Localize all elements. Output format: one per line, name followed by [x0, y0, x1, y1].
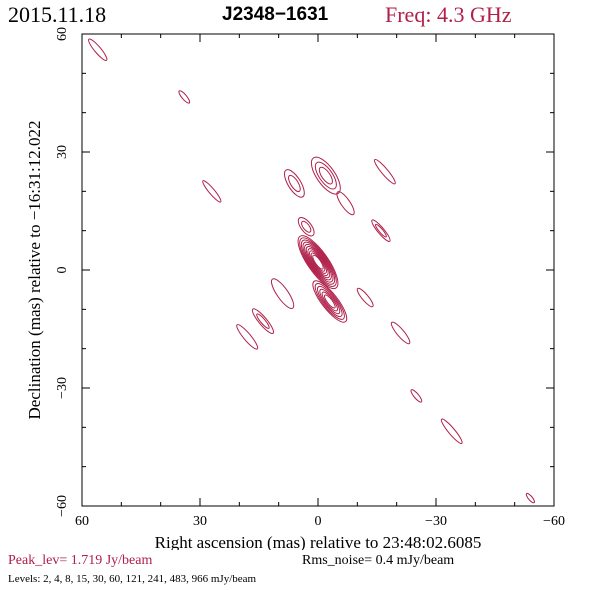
x-axis-label: Right ascension (mas) relative to 23:48:…: [155, 533, 482, 550]
contour-ring: [236, 324, 259, 350]
contour-ring: [301, 220, 312, 233]
contour-ring: [305, 246, 331, 279]
y-tick-label: −60: [55, 495, 70, 517]
axis-ticks: [81, 33, 555, 507]
contour-ring: [314, 161, 337, 190]
contour-ring: [410, 389, 423, 403]
contour-ring: [309, 250, 327, 274]
y-tick-label: 0: [55, 267, 70, 274]
axis-tick-labels: 60 30 0 −30 −60 −60 −30 0 30 60: [55, 27, 565, 529]
contour-ring: [178, 90, 191, 104]
contour-levels-label: Levels: 2, 4, 8, 15, 30, 60, 121, 241, 4…: [8, 573, 257, 585]
contour-ring: [375, 223, 387, 238]
peak-level-label: Peak_lev= 1.719 Jy/beam: [8, 553, 153, 568]
contour-ring: [390, 321, 411, 345]
contour-ring: [319, 288, 341, 315]
contour-ring: [336, 191, 355, 216]
x-tick-label: −60: [543, 514, 565, 529]
x-tick-label: 30: [193, 514, 207, 529]
contour-ring: [284, 169, 305, 198]
contour-set: [88, 38, 535, 504]
contour-ring: [321, 291, 338, 312]
contour-ring: [256, 313, 270, 329]
contour-ring: [251, 308, 274, 334]
contour-map: 60 30 0 −30 −60 −60 −30 0 30 60 Right ascension (…: [25, 27, 565, 550]
y-tick-label: 30: [55, 145, 70, 159]
header-source-name: J2348−1631: [222, 4, 329, 25]
header-frequency: Freq: 4.3 GHz: [385, 2, 512, 27]
contour-ring: [302, 241, 334, 283]
contour-ring: [317, 285, 343, 318]
contour-ring: [312, 254, 324, 270]
contour-ring: [88, 38, 108, 61]
contour-ring: [371, 219, 391, 242]
contour-ring: [356, 287, 374, 308]
contour-ring: [307, 248, 329, 277]
contour-ring: [202, 180, 222, 203]
header-date: 2015.11.18: [8, 2, 107, 27]
y-axis-label: Declination (mas) relative to −16:31:12.…: [25, 121, 44, 420]
contour-ring: [318, 166, 333, 185]
contour-ring: [312, 280, 348, 323]
contour-ring: [304, 243, 332, 281]
contour-ring: [299, 237, 337, 287]
contour-ring: [314, 283, 345, 320]
rms-noise-label: Rms_noise= 0.4 mJy/beam: [302, 553, 455, 568]
contour-ring: [297, 217, 315, 237]
y-tick-label: −30: [55, 377, 70, 399]
contour-ring: [300, 239, 336, 285]
contour-ring: [297, 235, 339, 290]
contour-ring: [288, 174, 301, 193]
contour-ring: [310, 156, 341, 195]
x-tick-label: 0: [315, 514, 322, 529]
contour-ring: [270, 278, 295, 309]
x-tick-label: −30: [425, 514, 447, 529]
contour-ring: [323, 294, 336, 309]
contour-ring: [525, 492, 535, 504]
x-tick-label: 60: [75, 514, 89, 529]
contour-ring: [310, 252, 326, 272]
contour-ring: [373, 158, 396, 185]
y-tick-label: 60: [55, 27, 70, 41]
contour-ring: [440, 418, 463, 444]
